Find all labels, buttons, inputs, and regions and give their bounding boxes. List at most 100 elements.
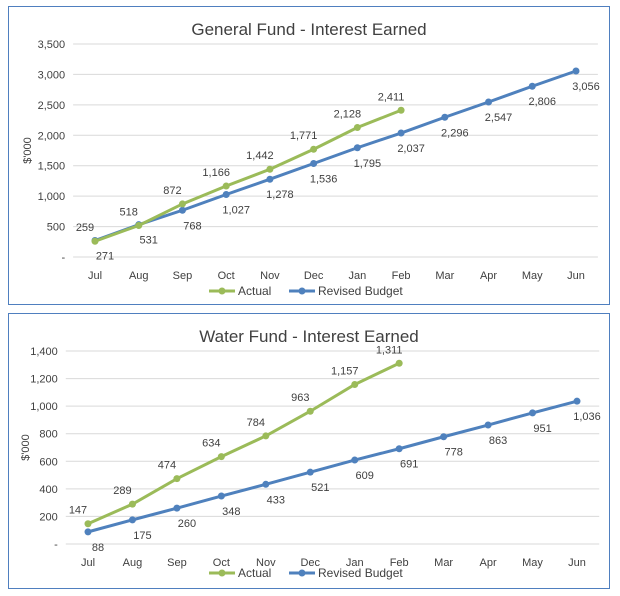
data-point-budget	[484, 421, 492, 429]
data-point-actual	[128, 500, 136, 508]
data-label-budget: 1,036	[573, 411, 601, 423]
x-tick-label: Jan	[348, 270, 366, 282]
data-point-budget	[178, 206, 186, 214]
data-point-actual	[262, 432, 270, 440]
data-point-budget	[353, 144, 361, 152]
x-tick-label: Apr	[480, 270, 497, 282]
data-point-budget	[266, 175, 274, 183]
general-fund-chart: General Fund - Interest Earned - 500 1,000 1…	[8, 6, 610, 305]
y-tick-label: 400	[39, 484, 57, 496]
water-fund-chart: Water Fund - Interest Earned - 200 400 600 80…	[8, 313, 610, 589]
y-tick-label: 1,200	[30, 374, 58, 386]
data-point-actual	[306, 407, 314, 415]
data-point-actual	[222, 182, 230, 190]
data-label-budget: 3,056	[572, 81, 600, 93]
data-point-budget	[395, 445, 403, 453]
data-point-budget	[128, 516, 136, 524]
x-tick-label: Feb	[390, 557, 409, 569]
data-point-actual	[84, 520, 92, 528]
series-line-actual	[94, 108, 402, 243]
data-label-budget: 2,296	[441, 127, 469, 139]
data-label-actual: 1,311	[376, 344, 403, 356]
data-label-actual: 1,157	[331, 365, 359, 377]
data-label-actual: 147	[69, 505, 87, 517]
chart-title: General Fund - Interest Earned	[191, 20, 426, 39]
data-point-budget	[351, 456, 359, 464]
data-point-actual	[353, 123, 361, 131]
data-label-actual: 634	[202, 438, 220, 450]
data-label-budget: 433	[267, 494, 285, 506]
chart-title: Water Fund - Interest Earned	[199, 327, 419, 346]
x-tick-label: Oct	[218, 270, 235, 282]
y-tick-label: 1,000	[38, 191, 66, 203]
x-tick-label: Jan	[346, 557, 364, 569]
data-label-actual: 474	[158, 460, 176, 472]
data-label-budget: 951	[533, 423, 551, 435]
data-point-budget	[528, 82, 536, 90]
data-label-budget: 348	[222, 506, 240, 518]
series-line-budget	[94, 69, 577, 242]
x-tick-label: Nov	[256, 557, 276, 569]
legend-marker-actual	[218, 287, 226, 295]
data-label-actual: 963	[291, 392, 309, 404]
data-point-budget	[222, 190, 230, 198]
x-tick-label: Jun	[568, 557, 586, 569]
data-point-budget	[573, 397, 581, 405]
x-tick-label: Nov	[260, 270, 280, 282]
data-label-budget: 1,536	[310, 174, 338, 186]
legend-marker-actual	[218, 569, 226, 577]
data-label-budget: 778	[444, 447, 462, 459]
data-label-budget: 271	[96, 251, 114, 263]
legend-label-actual: Actual	[238, 566, 271, 580]
y-tick-label: 3,000	[38, 69, 66, 81]
y-axis-label: $'000	[20, 434, 32, 461]
data-point-actual	[310, 145, 318, 153]
data-label-budget: 2,547	[485, 112, 513, 124]
data-point-budget	[84, 528, 92, 536]
data-label-budget: 2,037	[397, 143, 425, 155]
data-label-budget: 260	[178, 518, 196, 530]
data-point-budget	[441, 113, 449, 121]
data-point-budget	[173, 504, 181, 512]
x-tick-label: May	[522, 270, 543, 282]
y-tick-label: 500	[47, 222, 65, 234]
data-point-actual	[173, 475, 181, 483]
data-point-budget	[310, 160, 318, 168]
data-label-actual: 289	[113, 485, 131, 497]
y-tick-label: 1,500	[38, 161, 66, 173]
data-label-budget: 863	[489, 435, 507, 447]
legend-marker-budget	[298, 287, 306, 295]
data-point-budget	[397, 129, 405, 137]
data-label-budget: 1,027	[222, 204, 250, 216]
data-label-actual: 518	[120, 206, 138, 218]
x-tick-label: Mar	[434, 557, 453, 569]
x-tick-label: Feb	[392, 270, 411, 282]
data-label-budget: 609	[356, 470, 374, 482]
x-tick-label: Sep	[167, 557, 187, 569]
data-label-budget: 531	[140, 235, 158, 247]
y-tick-label: -	[54, 539, 58, 551]
x-tick-label: Aug	[123, 557, 143, 569]
y-tick-label: 1,000	[30, 401, 58, 413]
x-tick-label: Jul	[81, 557, 95, 569]
data-point-actual	[135, 221, 143, 229]
legend-label-budget: Revised Budget	[318, 566, 403, 580]
x-tick-label: Sep	[173, 270, 193, 282]
data-label-budget: 691	[400, 459, 418, 471]
series-line-budget	[87, 399, 578, 534]
chart-svg: General Fund - Interest Earned - 500 1,000 1…	[22, 20, 600, 298]
data-label-budget: 88	[92, 542, 104, 554]
data-point-budget	[572, 67, 580, 75]
x-tick-label: Aug	[129, 270, 149, 282]
data-point-budget	[485, 98, 493, 106]
data-point-actual	[217, 453, 225, 461]
y-axis-label: $'000	[22, 137, 34, 164]
x-tick-label: Mar	[435, 270, 454, 282]
y-tick-label: 2,000	[38, 130, 66, 142]
data-point-actual	[351, 380, 359, 388]
data-point-budget	[217, 492, 225, 500]
data-label-budget: 1,278	[266, 189, 294, 201]
x-tick-label: Dec	[300, 557, 320, 569]
data-label-actual: 1,771	[290, 130, 318, 142]
data-label-budget: 175	[133, 530, 151, 542]
